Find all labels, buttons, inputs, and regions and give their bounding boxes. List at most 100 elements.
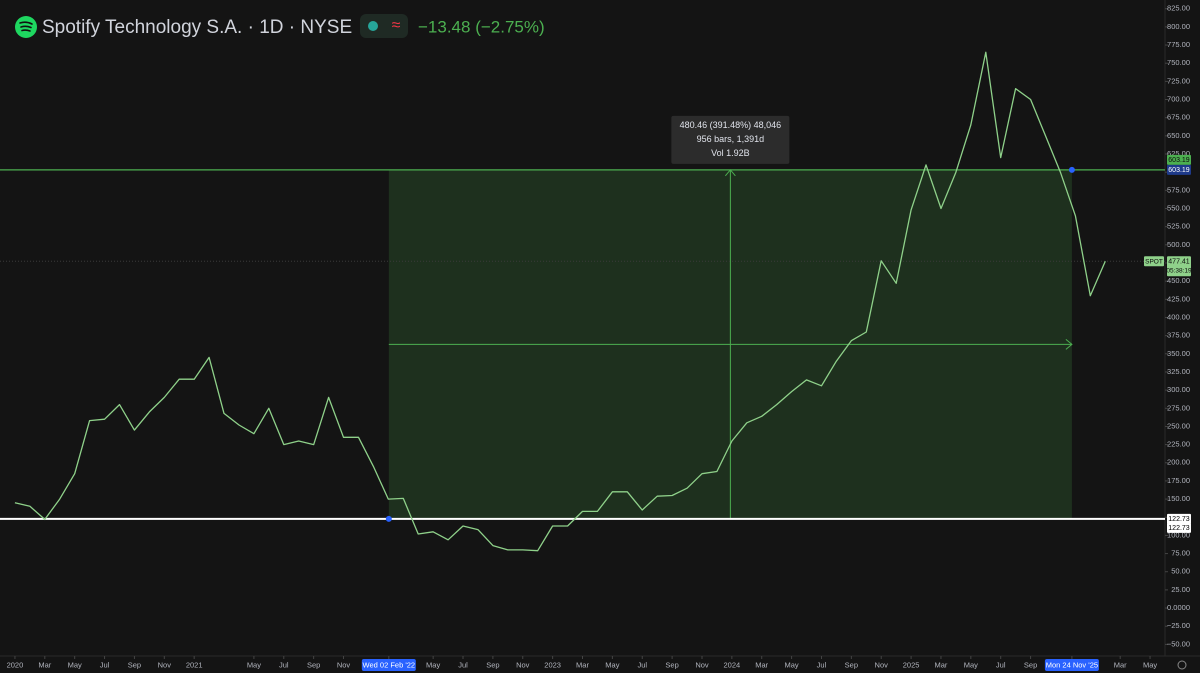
y-tick-label: 325.00 [1167, 367, 1190, 376]
x-tick-label: Sep [845, 660, 858, 669]
x-tick-label: Mar [38, 660, 51, 669]
x-tick-label: Nov [516, 660, 530, 669]
y-tick-label: 75.00 [1171, 549, 1190, 558]
y-tick-label: 825.00 [1167, 4, 1190, 13]
measure-anchor [1068, 166, 1075, 173]
y-tick-label: 550.00 [1167, 203, 1190, 212]
x-tick-label: Jul [637, 660, 647, 669]
market-status [368, 21, 378, 31]
x-tick-label: Nov [695, 660, 709, 669]
x-tick-label: Mon 24 Nov '25 [1046, 660, 1098, 669]
x-tick-label: 2023 [544, 660, 561, 669]
x-tick-label: Jul [996, 660, 1006, 669]
x-tick-label: 2025 [903, 660, 920, 669]
measure-tooltip-line: 956 bars, 1,391d [697, 134, 765, 144]
x-tick-label: Nov [875, 660, 889, 669]
x-tick-label: Sep [307, 660, 320, 669]
measure-h-head [1065, 338, 1073, 350]
y-tick-label: 775.00 [1167, 40, 1190, 49]
y-tick-label: 650.00 [1167, 131, 1190, 140]
settings[interactable] [1177, 660, 1187, 670]
last-price-tag: 477.41 [1168, 259, 1190, 266]
y-tick-label: 100.00 [1167, 530, 1190, 539]
low-tag-bg [1167, 522, 1191, 533]
y-tick-label: 350.00 [1167, 349, 1190, 358]
y-tick-label: 225.00 [1167, 440, 1190, 449]
x-tick-label: Mar [1114, 660, 1127, 669]
x-tick-label: 2024 [724, 660, 741, 669]
x-tick-label: May [426, 660, 440, 669]
last-price-tag-bg [1167, 256, 1191, 277]
y-tick-label: −50.00 [1167, 639, 1190, 648]
measure-tooltip [671, 115, 790, 164]
high-tag: 603.19 [1168, 167, 1190, 174]
x-tick-highlight [361, 659, 416, 671]
x-tick-label: Mar [755, 660, 768, 669]
x-tick-label: May [964, 660, 978, 669]
y-tick-label: 675.00 [1167, 113, 1190, 122]
x-tick-label: Mar [576, 660, 589, 669]
x-tick-label: 2020 [7, 660, 24, 669]
y-tick-label: 50.00 [1171, 567, 1190, 576]
y-tick-label: 700.00 [1167, 95, 1190, 104]
y-tick-label: 200.00 [1167, 458, 1190, 467]
y-tick-label: 800.00 [1167, 22, 1190, 31]
x-tick-label: Wed 02 Feb '22 [363, 660, 416, 669]
y-tick-label: 25.00 [1171, 585, 1190, 594]
low-tag: 122.73 [1168, 516, 1190, 523]
high-tag: 603.19 [1168, 157, 1190, 164]
x-tick-label: May [1143, 660, 1157, 669]
y-tick-label: 450.00 [1167, 276, 1190, 285]
x-tick-label: Sep [665, 660, 678, 669]
header: Spotify Technology S.A. · 1D · NYSE ≈ −1… [15, 14, 545, 38]
countdown-tag: 05:38:19 [1166, 267, 1192, 274]
y-tick-label: 250.00 [1167, 421, 1190, 430]
x-tick-label: May [68, 660, 82, 669]
y-tick-label: 150.00 [1167, 494, 1190, 503]
y-tick-label: 425.00 [1167, 294, 1190, 303]
high-tag-bg [1167, 154, 1191, 165]
price-line [14, 51, 1106, 552]
status-pill[interactable] [360, 14, 408, 38]
measure-anchor [385, 515, 392, 522]
x-tick-label: 2021 [186, 660, 203, 669]
y-tick-label: 575.00 [1167, 185, 1190, 194]
y-axis-panel [1165, 0, 1200, 656]
y-tick-label: 525.00 [1167, 222, 1190, 231]
x-tick-label: May [785, 660, 799, 669]
x-tick-label: Sep [486, 660, 499, 669]
settings-icon[interactable] [1177, 660, 1187, 670]
measure-tooltip-line: Vol 1.92B [711, 148, 750, 158]
x-tick-label: Nov [158, 660, 172, 669]
y-tick-label: 400.00 [1167, 312, 1190, 321]
y-tick-label: 750.00 [1167, 58, 1190, 67]
low-tag: 122.73 [1168, 525, 1190, 532]
y-tick-label: 175.00 [1167, 476, 1190, 485]
y-tick-label: −25.00 [1167, 621, 1190, 630]
x-tick-label: Nov [337, 660, 351, 669]
x-tick-label: Jul [817, 660, 827, 669]
y-tick-label: 500.00 [1167, 240, 1190, 249]
logo-mark [19, 21, 33, 32]
x-tick-label: Jul [458, 660, 468, 669]
measure-tooltip-line: 480.46 (391.48%) 48,046 [680, 120, 782, 130]
status-icon: ≈ [392, 17, 401, 34]
low-tag-bg [1167, 513, 1191, 524]
x-tick-label: Mar [935, 660, 948, 669]
x-tick-label: Jul [279, 660, 289, 669]
y-tick-label: 375.00 [1167, 331, 1190, 340]
x-tick-label: Sep [1024, 660, 1037, 669]
y-tick-label: 275.00 [1167, 403, 1190, 412]
plot-area: 480.46 (391.48%) 48,046 956 bars, 1,391d V… [0, 51, 1165, 552]
x-tick-label: May [247, 660, 261, 669]
y-tick-label: 725.00 [1167, 76, 1190, 85]
x-tick-label: Sep [128, 660, 141, 669]
y-tick-label: 625.00 [1167, 149, 1190, 158]
symbol-tag-bg [1144, 256, 1164, 267]
symbol-title[interactable]: Spotify Technology S.A. · 1D · NYSE [42, 17, 352, 38]
price-change: −13.48 (−2.75%) [418, 17, 545, 36]
x-tick-label: Jul [100, 660, 110, 669]
